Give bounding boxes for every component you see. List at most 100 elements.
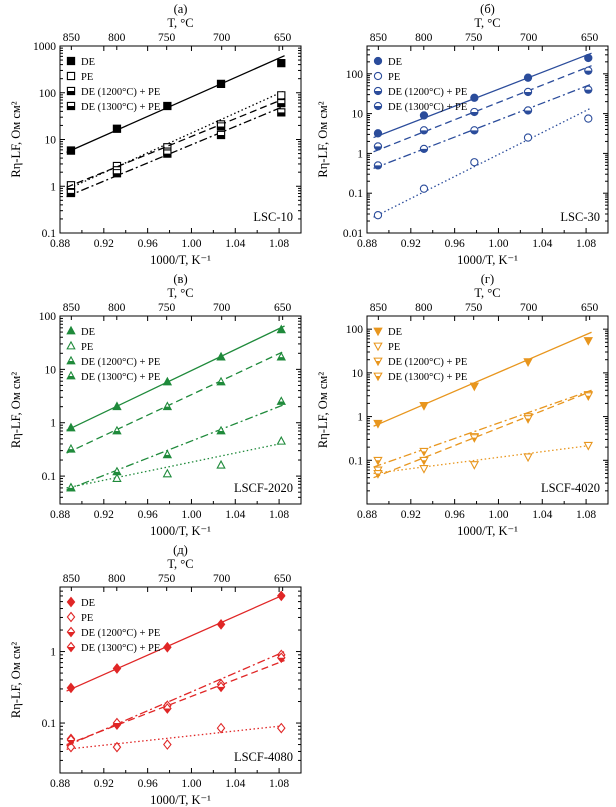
x-tick-label: 1.00 bbox=[181, 509, 201, 521]
data-point bbox=[66, 443, 76, 453]
y-axis: 0.11 bbox=[42, 586, 301, 774]
data-point bbox=[216, 618, 226, 630]
data-point bbox=[277, 58, 286, 68]
data-point bbox=[419, 456, 429, 466]
data-point bbox=[163, 703, 172, 714]
top-tick-label: 850 bbox=[63, 32, 81, 44]
series-4 bbox=[66, 650, 286, 747]
fit-line bbox=[373, 331, 592, 427]
fit-line bbox=[66, 97, 285, 188]
data-point bbox=[112, 124, 122, 133]
y-tick-label: 1 bbox=[357, 148, 363, 160]
x-tick-label: 0.92 bbox=[94, 509, 114, 521]
fit-line bbox=[66, 442, 285, 489]
y-tick-label: 0.1 bbox=[349, 455, 364, 467]
fit-line bbox=[373, 65, 592, 153]
data-point bbox=[419, 126, 429, 135]
series-3 bbox=[66, 350, 286, 454]
legend: DE PE DE (1200°C) + PE DE (1300°C) + PE bbox=[373, 56, 467, 113]
data-point bbox=[373, 419, 383, 429]
series-3 bbox=[66, 97, 286, 197]
x-tick-label: 1.04 bbox=[225, 238, 245, 250]
data-point bbox=[419, 401, 429, 411]
legend-marker bbox=[66, 370, 76, 380]
top-tick-label: 800 bbox=[415, 32, 433, 44]
chart-panel-lscf-4080: 0.88 0.92 0.96 1.00 1.04 1.08 1000/T, K⁻¹ 850 80… bbox=[9, 543, 302, 807]
data-point bbox=[66, 422, 76, 432]
x-tick-label: 1.08 bbox=[269, 509, 289, 521]
plot-frame bbox=[59, 315, 302, 505]
chart-panel-lscf-2020: 0.88 0.92 0.96 1.00 1.04 1.08 1000/T, K⁻¹ 850 80… bbox=[9, 272, 302, 538]
top-tick-label: 750 bbox=[158, 32, 176, 44]
data-point bbox=[162, 468, 173, 478]
legend-entry: DE bbox=[81, 327, 95, 338]
legend-marker bbox=[66, 71, 76, 81]
x-tick-label: 1.08 bbox=[576, 238, 596, 250]
fit-line bbox=[66, 55, 285, 153]
y-tick-label: 1 bbox=[50, 181, 56, 193]
x-tick-label: 0.88 bbox=[50, 238, 70, 250]
sample-label: LSCF-4080 bbox=[234, 750, 293, 764]
legend-entry: PE bbox=[81, 72, 93, 83]
x-axis-label: 1000/T, K⁻¹ bbox=[457, 253, 518, 267]
data-point bbox=[112, 401, 122, 411]
top-tick-label: 650 bbox=[274, 573, 292, 585]
data-point bbox=[163, 641, 172, 653]
y-axis: 0.1 1 10 100 bbox=[39, 311, 301, 505]
y-tick-label: 0.1 bbox=[42, 228, 57, 240]
top-axis-label: T, °C bbox=[167, 16, 193, 30]
top-tick-label: 650 bbox=[581, 32, 599, 44]
series-2 bbox=[373, 441, 593, 476]
legend-entry: PE bbox=[388, 72, 400, 83]
data-point bbox=[162, 449, 173, 459]
data-point bbox=[583, 392, 593, 402]
x-tick-label: 0.88 bbox=[357, 238, 377, 250]
series-4 bbox=[66, 396, 286, 492]
top-tick-label: 750 bbox=[465, 302, 483, 314]
y-tick-label: 100 bbox=[39, 311, 57, 323]
top-tick-label: 700 bbox=[520, 32, 538, 44]
top-axis-label: T, °C bbox=[167, 557, 193, 571]
series-1 bbox=[373, 331, 593, 429]
plot-frame bbox=[59, 586, 302, 774]
data-point bbox=[470, 158, 479, 167]
fit-line bbox=[373, 107, 592, 218]
fit-line bbox=[66, 724, 285, 750]
fit-line bbox=[66, 403, 285, 491]
legend: DE PE DE (1200°C) + PE DE (1300°C) + PE bbox=[66, 596, 160, 654]
y-axis: 0.1 1 10 100 1000 bbox=[33, 41, 301, 240]
data-point bbox=[216, 122, 226, 131]
y-axis-label: Rη-LF, Ом см² bbox=[9, 642, 23, 718]
x-axis-label: 1000/T, K⁻¹ bbox=[150, 524, 211, 538]
series-1 bbox=[66, 324, 286, 432]
data-point bbox=[112, 473, 122, 482]
data-point bbox=[277, 91, 286, 100]
top-tick-label: 800 bbox=[108, 573, 126, 585]
sample-label: LSC-10 bbox=[253, 210, 293, 224]
x-tick-label: 0.88 bbox=[50, 778, 70, 790]
data-point bbox=[216, 351, 226, 361]
data-point bbox=[523, 87, 533, 97]
y-tick-label: 0.1 bbox=[42, 718, 57, 730]
top-tick-label: 700 bbox=[213, 302, 231, 314]
fit-line bbox=[66, 325, 285, 431]
x-tick-label: 1.04 bbox=[532, 509, 552, 521]
legend-entry: DE bbox=[81, 598, 95, 609]
top-axis: 850 800 750 700 650 bbox=[63, 32, 292, 50]
x-tick-label: 0.92 bbox=[94, 238, 114, 250]
data-point bbox=[523, 133, 533, 142]
data-point bbox=[163, 149, 172, 158]
legend-marker bbox=[373, 357, 383, 367]
top-axis: 850 800 750 700 650 bbox=[63, 302, 292, 320]
data-point bbox=[523, 106, 533, 115]
data-point bbox=[112, 663, 122, 674]
data-point bbox=[216, 681, 226, 693]
legend-marker bbox=[66, 596, 76, 608]
data-point bbox=[276, 351, 286, 361]
series-2 bbox=[66, 722, 286, 753]
data-point bbox=[216, 79, 226, 89]
data-point bbox=[66, 682, 76, 694]
x-axis-label: 1000/T, K⁻¹ bbox=[457, 524, 518, 538]
x-tick-label: 1.00 bbox=[488, 238, 508, 250]
plot-data bbox=[66, 55, 286, 198]
